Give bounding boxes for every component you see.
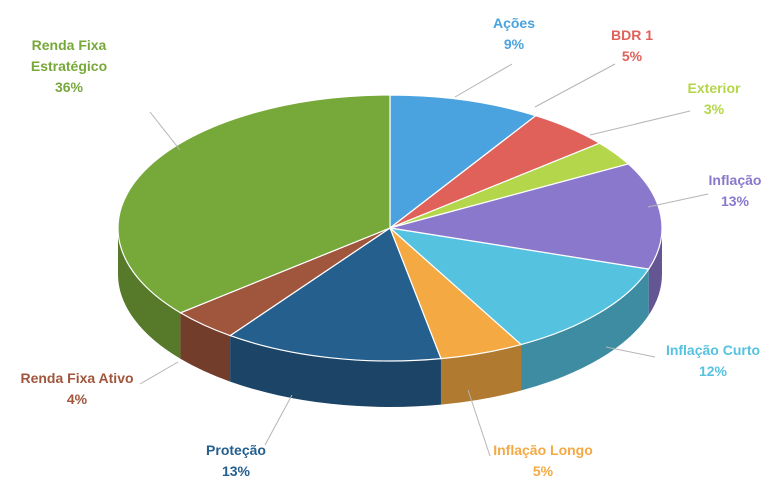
slice-label-bdr-1: BDR 1 5% — [611, 27, 653, 64]
slice-name-inflacao: Inflação — [709, 172, 762, 188]
pie-slices — [117, 94, 663, 362]
slice-name-acoes: Ações — [493, 15, 535, 31]
slice-labels: Ações 9%BDR 1 5%Exterior 3%Inflação 13%Infla… — [20, 15, 761, 479]
slice-value-renda-fixa-ativo: 4% — [67, 391, 88, 407]
slice-renda-fixa-estrategico — [117, 94, 391, 314]
slice-name-renda-fixa-ativo: Renda Fixa Ativo — [20, 370, 133, 386]
leader-line-bdr-1 — [534, 63, 616, 108]
slice-label-renda-fixa-ativo: Renda Fixa Ativo 4% — [20, 370, 133, 407]
slice-side-inflacao-longo — [440, 344, 522, 405]
slice-inflacao-curto — [388, 227, 650, 346]
slice-side-renda-fixa-estrategico — [118, 228, 181, 359]
slice-value-acoes: 9% — [504, 36, 525, 52]
slice-label-inflacao: Inflação 13% — [709, 172, 762, 209]
slice-name-inflacao-longo: Inflação Longo — [493, 442, 593, 458]
slice-label-renda-fixa-estrategico: Renda Fixa Estratégico 36% — [31, 37, 107, 95]
leader-line-protecao — [264, 394, 293, 446]
pie-sides — [118, 228, 662, 407]
slice-name-line: Estratégico — [31, 58, 107, 74]
slice-name-protecao: Proteção — [206, 442, 266, 458]
slice-acoes — [389, 94, 538, 230]
slice-value-renda-fixa-estrategico: 36% — [55, 79, 84, 95]
slice-label-exterior: Exterior 3% — [688, 80, 741, 117]
leader-line-renda-fixa-ativo — [139, 361, 179, 385]
slice-label-inflacao-longo: Inflação Longo 5% — [493, 442, 593, 479]
slice-label-protecao: Proteção 13% — [206, 442, 266, 479]
slice-inflacao — [389, 163, 663, 270]
slice-name-inflacao-curto: Inflação Curto — [666, 342, 760, 358]
slice-value-inflacao: 13% — [721, 193, 750, 209]
leader-line-inflacao — [647, 193, 709, 208]
slice-value-protecao: 13% — [222, 463, 251, 479]
slice-value-bdr-1: 5% — [622, 48, 643, 64]
slice-value-inflacao-longo: 5% — [533, 463, 554, 479]
leader-line-inflacao-curto — [605, 346, 656, 358]
slice-name-exterior: Exterior — [688, 80, 741, 96]
slice-name-line: Renda Fixa — [32, 37, 107, 53]
slice-side-renda-fixa-ativo — [180, 312, 231, 382]
leader-line-inflacao-longo — [467, 389, 491, 457]
slice-name-bdr-1: BDR 1 — [611, 27, 653, 43]
slice-label-inflacao-curto: Inflação Curto 12% — [666, 342, 760, 379]
leader-lines — [139, 63, 709, 457]
slice-value-exterior: 3% — [704, 101, 725, 117]
slice-side-protecao — [230, 335, 441, 407]
leader-line-exterior — [589, 110, 691, 136]
slice-protecao — [228, 227, 442, 362]
slice-label-acoes: Ações 9% — [493, 15, 535, 52]
slice-name-renda-fixa-estrategico: Renda Fixa Estratégico — [31, 37, 107, 74]
slice-side-inflacao-curto — [521, 269, 649, 391]
leader-line-acoes — [454, 63, 513, 98]
slice-value-inflacao-curto: 12% — [699, 363, 728, 379]
leader-line-renda-fixa-estrategico — [149, 111, 181, 151]
